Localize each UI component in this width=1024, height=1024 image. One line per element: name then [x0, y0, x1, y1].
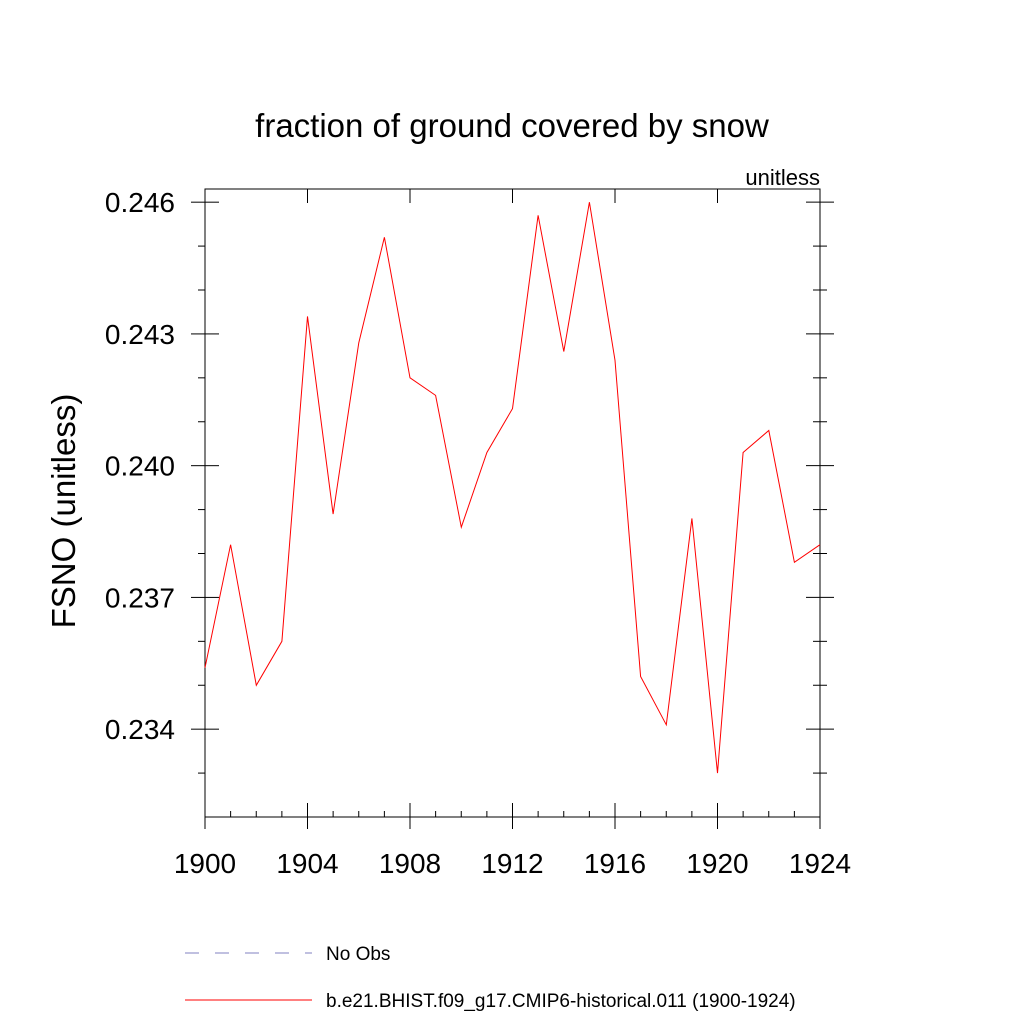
- legend-label: No Obs: [326, 944, 390, 965]
- x-tick-label: 1904: [276, 848, 338, 879]
- series-layer: [204, 202, 821, 774]
- y-tick-label: 0.246: [105, 187, 175, 218]
- y-tick-label: 0.237: [105, 582, 175, 613]
- y-tick-label: 0.240: [105, 451, 175, 482]
- y-tick-label: 0.234: [105, 714, 175, 745]
- legend: No Obs b.e21.BHIST.f09_g17.CMIP6-historic…: [185, 944, 796, 1012]
- chart-title: fraction of ground covered by snow: [255, 107, 769, 144]
- y-axis: 0.234 0.237 0.240 0.243 0.246: [105, 187, 834, 774]
- x-tick-label: 1916: [584, 848, 646, 879]
- x-axis: 1900 1904 1908 1912 1916 1920 1924: [174, 189, 851, 879]
- y-tick-label: 0.243: [105, 319, 175, 350]
- plot-frame: [204, 188, 821, 818]
- x-tick-label: 1908: [379, 848, 441, 879]
- x-tick-label: 1920: [686, 848, 748, 879]
- units-label: unitless: [745, 165, 820, 190]
- x-tick-label: 1924: [789, 848, 851, 879]
- series-line: [204, 202, 821, 774]
- x-tick-label: 1900: [174, 848, 236, 879]
- y-axis-label: FSNO (unitless): [45, 394, 82, 629]
- x-tick-label: 1912: [481, 848, 543, 879]
- legend-label: b.e21.BHIST.f09_g17.CMIP6-historical.011…: [326, 991, 796, 1012]
